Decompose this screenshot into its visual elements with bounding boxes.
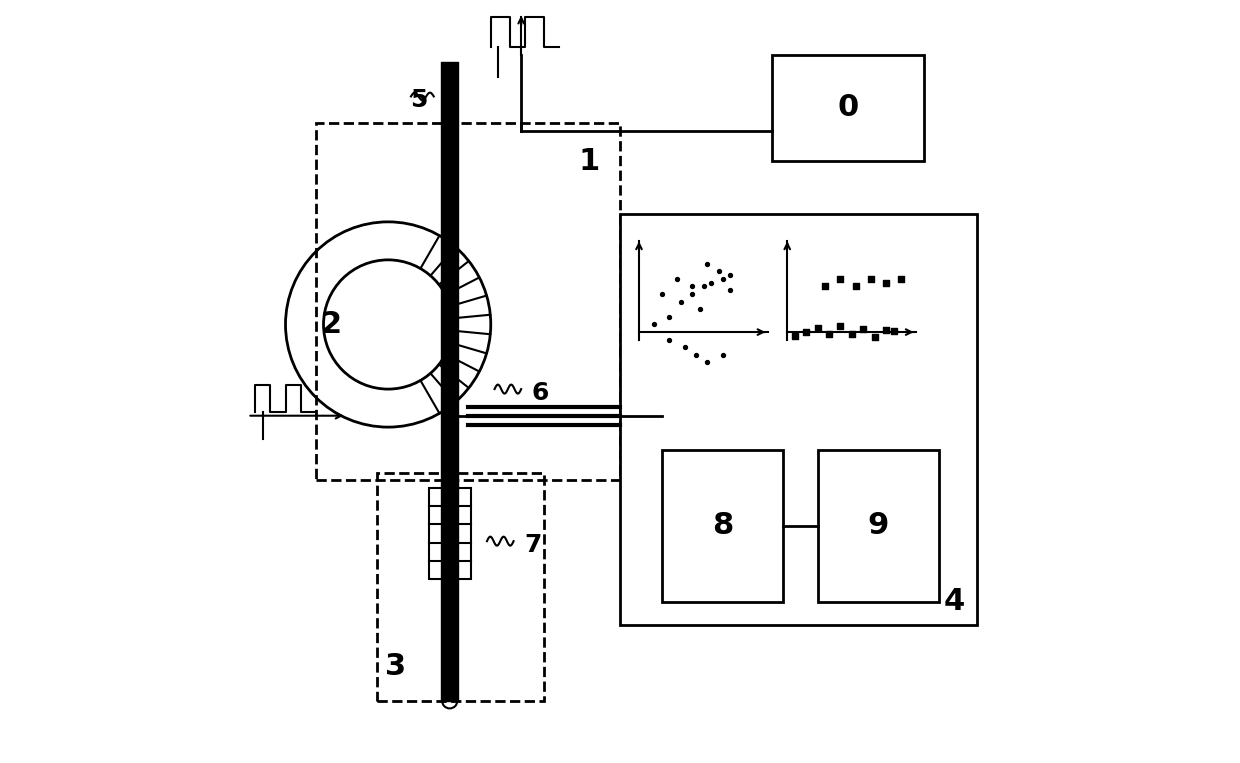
Bar	[377, 473, 544, 700]
Point	[660, 311, 680, 323]
Bar	[316, 123, 620, 481]
Point	[652, 288, 672, 300]
Point	[853, 323, 873, 335]
Bar	[662, 450, 784, 602]
Point	[713, 272, 733, 285]
Bar	[817, 450, 939, 602]
Point	[709, 266, 729, 278]
Point	[660, 333, 680, 346]
Point	[689, 303, 709, 315]
Point	[720, 284, 740, 296]
Point	[846, 280, 866, 292]
Point	[682, 280, 702, 292]
Point	[698, 356, 718, 369]
Point	[820, 328, 839, 340]
Point	[842, 327, 862, 340]
Point	[675, 341, 694, 353]
Text: 4: 4	[944, 588, 965, 617]
Text: 3: 3	[386, 652, 407, 681]
Point	[884, 325, 904, 337]
Bar	[773, 55, 924, 161]
Text: 2: 2	[321, 310, 342, 339]
Point	[831, 272, 851, 285]
Text: 9: 9	[868, 511, 889, 540]
Point	[720, 269, 740, 282]
Point	[645, 318, 665, 330]
Point	[698, 258, 718, 270]
Point	[861, 272, 880, 285]
Point	[877, 324, 897, 336]
Point	[693, 280, 713, 292]
Point	[682, 288, 702, 300]
Point	[864, 330, 884, 343]
Point	[785, 330, 805, 342]
Text: 0: 0	[837, 93, 858, 122]
Point	[816, 280, 836, 292]
Point	[807, 322, 827, 334]
Point	[686, 349, 706, 361]
Point	[667, 272, 687, 285]
Text: 7: 7	[523, 533, 542, 557]
Bar	[429, 488, 471, 579]
Bar	[620, 214, 977, 625]
Point	[796, 326, 816, 338]
Point	[713, 349, 733, 361]
Point	[671, 295, 691, 307]
Point	[831, 320, 851, 332]
Point	[892, 272, 911, 285]
Text: 8: 8	[712, 511, 733, 540]
Text: 6: 6	[532, 381, 549, 405]
Text: 5: 5	[410, 89, 428, 112]
Point	[702, 276, 722, 288]
Text: 1: 1	[579, 146, 600, 175]
Point	[877, 276, 897, 288]
Circle shape	[443, 408, 458, 423]
